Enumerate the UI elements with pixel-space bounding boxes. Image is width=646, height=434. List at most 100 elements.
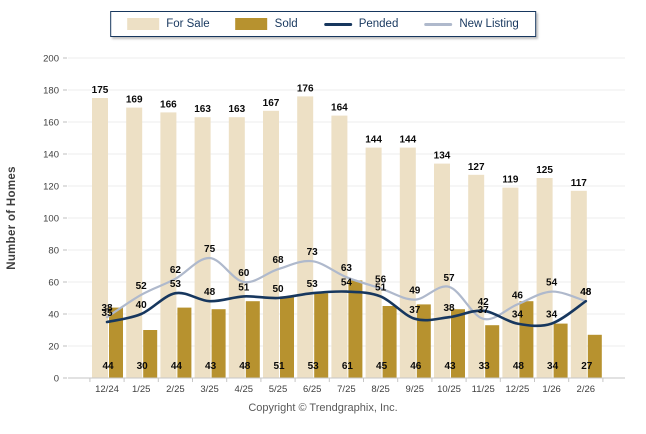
svg-text:11/25: 11/25: [472, 384, 495, 395]
svg-text:30: 30: [137, 361, 149, 372]
svg-text:12/24: 12/24: [95, 384, 119, 395]
bars-sold: [109, 280, 602, 378]
svg-text:63: 63: [341, 263, 353, 274]
svg-text:127: 127: [468, 162, 485, 173]
svg-text:6/25: 6/25: [303, 384, 322, 395]
pended-value-labels: 35 40 53 48 51 50 53 54 51 37 38 42 34 34 48: [101, 278, 591, 321]
for-sale-swatch-icon: [127, 18, 160, 30]
new-listing-line: [105, 256, 587, 321]
new-listing-value-labels: 38 52 62 75 60 68 73 63 56 49 57 37 46 54 48: [101, 244, 591, 316]
svg-text:46: 46: [410, 361, 422, 372]
svg-text:160: 160: [43, 118, 59, 129]
svg-text:176: 176: [297, 83, 314, 94]
pended-line-swatch-icon: [323, 22, 352, 26]
svg-text:167: 167: [263, 98, 280, 109]
svg-text:52: 52: [136, 281, 148, 292]
svg-text:180: 180: [43, 86, 59, 97]
svg-text:49: 49: [409, 286, 421, 297]
svg-text:53: 53: [308, 361, 320, 372]
y-axis-ticks: 0 20 40 60 80 100 120 140 160 180 200: [43, 54, 67, 385]
svg-text:140: 140: [43, 150, 59, 161]
svg-text:48: 48: [513, 361, 525, 372]
svg-text:2/25: 2/25: [166, 384, 185, 395]
for-sale-value-labels: 175 169 166 163 163 167 176 164 144 144 134 127 119 1…: [92, 83, 588, 188]
svg-text:117: 117: [571, 178, 588, 189]
copyright-text: Copyright © Trendgraphix, Inc.: [248, 402, 398, 414]
svg-text:37: 37: [409, 305, 421, 316]
sold-value-labels: 44 30 44 43 48 51 53 61 45 46 43 33 48 34 27: [102, 361, 592, 372]
svg-text:56: 56: [375, 274, 387, 285]
svg-text:119: 119: [502, 175, 519, 186]
svg-text:53: 53: [170, 279, 182, 290]
svg-text:43: 43: [205, 361, 217, 372]
svg-text:73: 73: [307, 247, 319, 258]
svg-text:120: 120: [43, 182, 59, 193]
legend-label-new-listing: New Listing: [459, 18, 519, 30]
svg-text:163: 163: [228, 104, 245, 115]
legend-item-pended: Pended: [323, 18, 398, 30]
svg-text:75: 75: [204, 244, 216, 255]
legend-label-sold: Sold: [274, 18, 298, 30]
svg-text:33: 33: [479, 361, 491, 372]
svg-text:134: 134: [434, 151, 451, 162]
svg-text:54: 54: [546, 278, 558, 289]
svg-text:144: 144: [399, 135, 416, 146]
svg-text:37: 37: [478, 305, 490, 316]
svg-text:68: 68: [272, 255, 284, 266]
svg-text:80: 80: [48, 246, 59, 257]
y-axis-title: Number of Homes: [6, 166, 18, 270]
svg-text:34: 34: [547, 361, 559, 372]
svg-text:0: 0: [54, 374, 59, 385]
svg-text:60: 60: [238, 268, 250, 279]
svg-text:48: 48: [580, 287, 592, 298]
svg-text:20: 20: [48, 342, 59, 353]
svg-text:34: 34: [512, 310, 524, 321]
svg-text:9/25: 9/25: [406, 384, 425, 395]
svg-text:164: 164: [331, 103, 348, 114]
svg-text:44: 44: [102, 361, 114, 372]
svg-text:51: 51: [273, 361, 285, 372]
svg-text:144: 144: [365, 135, 382, 146]
svg-text:1/26: 1/26: [542, 384, 561, 395]
sold-swatch-icon: [235, 18, 268, 30]
svg-text:7/25: 7/25: [337, 384, 356, 395]
svg-text:45: 45: [376, 361, 388, 372]
x-axis: [68, 377, 625, 382]
svg-text:35: 35: [101, 308, 113, 319]
svg-text:40: 40: [48, 310, 59, 321]
svg-text:169: 169: [126, 95, 143, 106]
legend-item-sold: Sold: [235, 18, 298, 30]
svg-text:46: 46: [512, 290, 524, 301]
svg-text:38: 38: [101, 303, 113, 314]
svg-text:62: 62: [170, 265, 182, 276]
svg-text:166: 166: [160, 99, 177, 110]
legend-item-for-sale: For Sale: [127, 18, 210, 30]
legend-item-new-listing: New Listing: [424, 18, 519, 30]
svg-text:60: 60: [48, 278, 59, 289]
svg-text:40: 40: [136, 300, 148, 311]
svg-text:5/25: 5/25: [269, 384, 288, 395]
svg-text:34: 34: [546, 310, 558, 321]
svg-text:51: 51: [238, 282, 250, 293]
svg-text:200: 200: [43, 54, 59, 65]
svg-text:50: 50: [272, 284, 284, 295]
svg-text:163: 163: [194, 104, 211, 115]
svg-text:8/25: 8/25: [371, 384, 390, 395]
svg-text:38: 38: [443, 303, 455, 314]
svg-text:44: 44: [171, 361, 183, 372]
svg-text:175: 175: [92, 85, 109, 96]
svg-text:51: 51: [375, 282, 387, 293]
svg-text:61: 61: [342, 361, 354, 372]
svg-text:100: 100: [43, 214, 59, 225]
svg-text:42: 42: [478, 297, 490, 308]
x-axis-labels: 12/24 1/25 2/25 3/25 4/25 5/25 6/25 7/25 8/25 9/2…: [95, 384, 595, 395]
svg-text:12/25: 12/25: [506, 384, 530, 395]
svg-text:57: 57: [443, 273, 455, 284]
svg-text:48: 48: [239, 361, 251, 372]
svg-text:48: 48: [204, 287, 216, 298]
svg-text:54: 54: [341, 278, 353, 289]
svg-text:1/25: 1/25: [132, 384, 151, 395]
svg-text:125: 125: [536, 165, 553, 176]
